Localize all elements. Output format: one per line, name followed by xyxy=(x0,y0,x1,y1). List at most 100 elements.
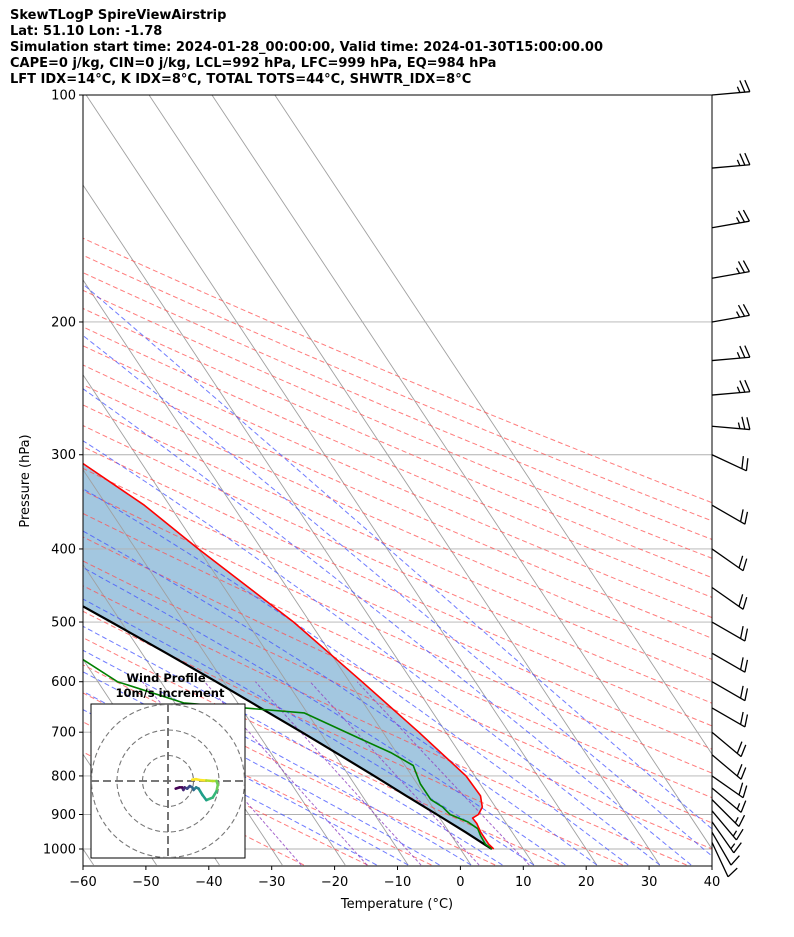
x-tick-label: 30 xyxy=(641,875,658,890)
wind-barb-half-flag xyxy=(737,422,741,429)
wind-barb-flag xyxy=(739,711,744,725)
wind-barb-half-flag xyxy=(734,816,739,824)
wind-barb-flag xyxy=(744,511,749,525)
wind-barb-half-flag xyxy=(736,86,741,93)
wind-barb-flag xyxy=(740,800,747,813)
isotherm-line xyxy=(83,848,94,866)
x-tick-label: −30 xyxy=(258,875,285,890)
wind-barb-staff xyxy=(711,548,744,572)
x-tick-label: −60 xyxy=(69,875,96,890)
wind-barb-flag xyxy=(745,458,749,471)
wind-barb-staff xyxy=(711,754,742,780)
wind-barb-staff xyxy=(711,681,746,702)
dry-adiabat xyxy=(83,490,712,774)
moist-adiabat xyxy=(83,283,712,830)
wind-barb-staff xyxy=(711,842,729,878)
wind-barb-flag xyxy=(739,626,744,639)
moist-adiabat xyxy=(83,625,503,866)
wind-barb xyxy=(711,209,750,229)
wind-barb-flag xyxy=(738,782,744,796)
wind-barb-flag xyxy=(740,744,747,757)
y-tick-label: 300 xyxy=(51,448,76,463)
isotherm-line xyxy=(83,279,472,866)
wind-barb-half-flag xyxy=(735,311,741,318)
wind-barb-flag xyxy=(736,741,743,754)
isotherm-line xyxy=(83,468,346,866)
y-tick-label: 100 xyxy=(51,89,76,104)
wind-barb-half-flag xyxy=(736,386,741,393)
x-axis-label: Temperature (°C) xyxy=(340,897,453,912)
wind-barb-flag xyxy=(744,79,751,92)
wind-barb-flag xyxy=(739,685,744,699)
wind-barb-staff xyxy=(711,504,746,525)
wind-barb-staff xyxy=(711,91,750,96)
x-tick-label: −10 xyxy=(384,875,411,890)
wind-barb-staff xyxy=(711,707,746,728)
wind-barb-flag xyxy=(742,303,750,316)
wind-barb-flag xyxy=(742,597,748,610)
y-tick-label: 700 xyxy=(51,726,76,741)
wind-barb-staff xyxy=(711,799,740,827)
wind-barb-half-flag xyxy=(736,352,741,359)
wind-barb-staff xyxy=(711,775,744,799)
wind-barb xyxy=(711,810,744,841)
dry-adiabat xyxy=(83,637,560,866)
isotherm-line xyxy=(211,95,712,850)
wind-barb xyxy=(711,454,749,472)
isotherm-line xyxy=(83,184,535,866)
dry-adiabat xyxy=(83,237,712,504)
wind-barb-flag xyxy=(738,555,744,569)
dry-adiabat xyxy=(83,364,712,639)
wind-barb-half-flag xyxy=(736,159,741,166)
chart-header: SkewTLogP SpireViewAirstrip Lat: 51.10 L… xyxy=(10,8,603,88)
moist-adiabat xyxy=(83,530,598,866)
chart-title: SkewTLogP SpireViewAirstrip xyxy=(10,8,227,23)
dry-adiabat xyxy=(83,610,623,866)
location-line: Lat: 51.10 Lon: -1.78 xyxy=(10,24,163,39)
wind-barb xyxy=(711,652,749,673)
dry-adiabat xyxy=(83,326,712,598)
mixing-ratio-line xyxy=(309,681,480,866)
wind-barb xyxy=(711,152,751,169)
y-tick-label: 500 xyxy=(51,616,76,631)
moist-adiabat xyxy=(83,388,692,866)
hodograph-plot xyxy=(91,704,245,858)
time-line: Simulation start time: 2024-01-28_00:00:… xyxy=(10,40,603,55)
y-tick-label: 800 xyxy=(51,769,76,784)
dewpoint-profile-line xyxy=(83,658,493,850)
wind-barb-flag xyxy=(744,379,751,392)
wind-barb-flag xyxy=(741,456,745,469)
moist-adiabat xyxy=(83,440,661,866)
wind-barb-half-flag xyxy=(736,803,741,810)
wind-barb-staff xyxy=(711,314,750,323)
wind-barb xyxy=(711,731,747,758)
wind-barb xyxy=(711,787,747,813)
dry-adiabat xyxy=(83,289,712,559)
dry-adiabat xyxy=(83,664,496,866)
mixing-ratio-line xyxy=(255,681,422,866)
wind-barb-flag xyxy=(737,210,746,223)
wind-barb-flag xyxy=(746,417,751,430)
indices-line: LFT IDX=14°C, K IDX=8°C, TOTAL TOTS=44°C… xyxy=(10,72,472,87)
x-tick-label: −40 xyxy=(195,875,222,890)
wind-barb-staff xyxy=(711,220,750,229)
moist-adiabat xyxy=(83,488,629,866)
moist-adiabat xyxy=(83,690,409,866)
wind-barb-flag xyxy=(742,785,748,798)
wind-barb-flag xyxy=(737,304,746,317)
dry-adiabat xyxy=(83,560,712,850)
hodograph-ring xyxy=(91,704,245,858)
wind-barb-flag xyxy=(744,688,749,701)
wind-barb-staff xyxy=(711,425,750,431)
wind-barb-staff xyxy=(711,810,737,841)
wind-barb-flag xyxy=(744,152,751,166)
wind-barb-staff xyxy=(711,356,750,362)
wind-barb-staff xyxy=(711,652,746,673)
hodograph-subtitle: 10m/s increment xyxy=(116,686,225,700)
wind-barb xyxy=(711,260,750,279)
wind-barb-flag xyxy=(739,509,744,522)
y-tick-label: 200 xyxy=(51,315,76,330)
wind-barb-flag xyxy=(733,842,742,854)
wind-barb xyxy=(711,754,747,780)
